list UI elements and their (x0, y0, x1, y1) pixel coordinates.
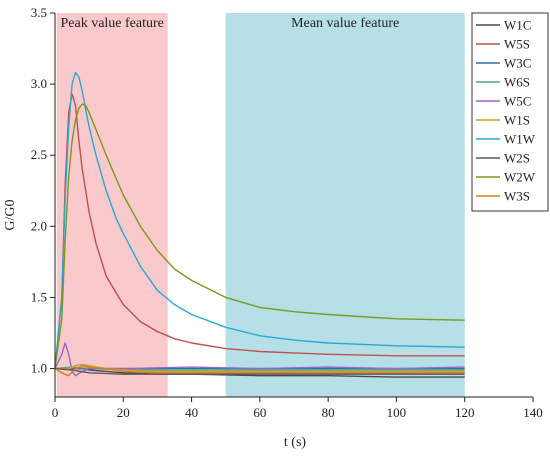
region-label-1: Mean value feature (291, 16, 399, 31)
region-label-0: Peak value feature (60, 16, 163, 31)
legend-label-w3s: W3S (504, 189, 530, 204)
y-tick-label: 2.5 (31, 147, 47, 162)
legend-label-w3c: W3C (504, 56, 531, 71)
series-line-w1w (54, 72, 465, 369)
series-line-w3s (54, 365, 465, 377)
y-tick-label: 3.5 (31, 5, 47, 20)
legend-label-w2w: W2W (504, 170, 536, 185)
legend-label-w1w: W1W (504, 132, 536, 147)
y-tick-label: 3.0 (31, 76, 47, 91)
x-tick-label: 120 (455, 405, 475, 420)
y-tick-label: 2.0 (31, 218, 47, 233)
feature-regions: Peak value feature Mean value feature (56, 13, 465, 397)
legend-label-w5s: W5S (504, 37, 530, 52)
legend-label-w6s: W6S (504, 75, 530, 90)
legend-label-w2s: W2S (504, 151, 530, 166)
legend-label-w1c: W1C (504, 18, 531, 33)
x-tick-label: 140 (523, 405, 543, 420)
y-tick-label: 1.5 (31, 289, 47, 304)
series-line-w2s (54, 367, 465, 375)
series-line-w2w (54, 103, 465, 369)
y-axis-title: G/G0 (3, 199, 18, 230)
y-tick-label: 1.0 (31, 361, 47, 376)
x-tick-label: 0 (52, 405, 59, 420)
x-tick-label: 20 (117, 405, 130, 420)
x-axis-title: t (s) (284, 435, 307, 450)
x-tick-label: 60 (253, 405, 266, 420)
x-tick-label: 100 (387, 405, 407, 420)
series-lines (54, 72, 465, 378)
legend-box (471, 12, 549, 212)
region-1 (225, 13, 465, 397)
x-tick-label: 40 (185, 405, 198, 420)
region-0 (56, 13, 168, 397)
x-tick-label: 80 (322, 405, 335, 420)
axes: 0 20 40 60 80 100 120 140 1.0 1.5 2.0 2.5 3.0 3.5 (31, 5, 543, 420)
series-line-w5c (54, 342, 465, 377)
legend-label-w5c: W5C (504, 94, 531, 109)
legend: W1C W5S W3C W6S W5C W1S W1W W2S W2W W3S (471, 12, 549, 212)
legend-label-w1s: W1S (504, 113, 530, 128)
